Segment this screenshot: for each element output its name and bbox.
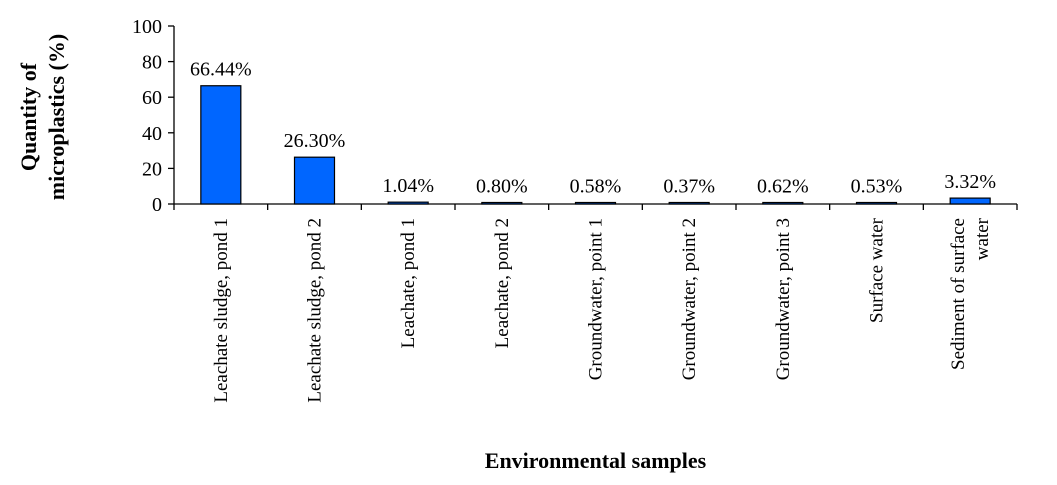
y-axis-title-line: microplastics (%): [44, 34, 69, 200]
data-labels: 66.44% 26.30% 1.04% 0.80% 0.58% 0.37% 0.62% 0.5…: [190, 59, 996, 198]
x-category-label-line: Groundwater, point 3: [773, 218, 794, 380]
bar: [387, 201, 429, 205]
bar: [574, 201, 617, 205]
y-tick-label: 40: [142, 123, 162, 145]
bar: [855, 201, 898, 205]
y-axis-title-line: Quantity of: [16, 62, 41, 171]
x-category-label-line: Leachate sludge, pond 2: [305, 218, 326, 403]
x-category-label: Sediment of surface water: [948, 217, 993, 370]
y-axis-title: Quantity of microplastics (%): [16, 34, 69, 200]
bar-data-label: 3.32%: [944, 171, 996, 193]
x-axis-title: Environmental samples: [485, 448, 707, 473]
x-category-label: Groundwater, point 1: [586, 218, 607, 380]
category-labels: Leachate sludge, pond 1 Leachate sludge, …: [211, 217, 993, 402]
bars: [200, 85, 991, 205]
y-tick-label: 80: [142, 52, 162, 74]
x-category-label: Leachate, pond 1: [398, 218, 419, 348]
x-category-label-line: water: [972, 217, 993, 260]
x-category-label: Groundwater, point 3: [773, 218, 794, 380]
y-tick-label: 100: [132, 16, 162, 38]
x-category-label-line: Leachate, pond 2: [492, 218, 513, 348]
y-tick-label: 0: [152, 194, 162, 216]
y-tick-label: 20: [142, 158, 162, 180]
bar: [200, 85, 242, 205]
bar-data-label: 1.04%: [382, 175, 434, 197]
y-tick-label: 60: [142, 87, 162, 109]
x-category-label: Leachate sludge, pond 2: [305, 218, 326, 403]
x-category-label-line: Sediment of surface: [948, 218, 969, 370]
x-category-label-line: Surface water: [867, 217, 888, 323]
bar-data-label: 0.62%: [757, 176, 809, 198]
x-category-label: Leachate, pond 2: [492, 218, 513, 348]
bar-data-label: 0.37%: [663, 176, 715, 198]
bar: [762, 201, 804, 205]
bar-data-label: 0.58%: [570, 176, 622, 198]
y-axis-title-group: Quantity of microplastics (%): [16, 34, 69, 200]
bar-data-label: 26.30%: [284, 130, 346, 152]
bar-data-label: 66.44%: [190, 59, 252, 81]
bar: [293, 156, 336, 205]
bar-data-label: 0.80%: [476, 176, 528, 198]
x-category-label-line: Groundwater, point 1: [586, 218, 607, 380]
x-category-label: Surface water: [867, 217, 888, 323]
x-category-label-line: Leachate sludge, pond 1: [211, 218, 232, 403]
x-category-label: Groundwater, point 2: [679, 218, 700, 380]
bar: [481, 201, 523, 205]
x-category-label: Leachate sludge, pond 1: [211, 218, 232, 403]
bar: [668, 201, 710, 205]
bar-data-label: 0.53%: [851, 176, 903, 198]
bar: [949, 197, 991, 205]
x-category-label-line: Groundwater, point 2: [679, 218, 700, 380]
y-axis-ticks: 0 20 40 60 80 100: [132, 16, 1018, 216]
x-category-label-line: Leachate, pond 1: [398, 218, 419, 348]
